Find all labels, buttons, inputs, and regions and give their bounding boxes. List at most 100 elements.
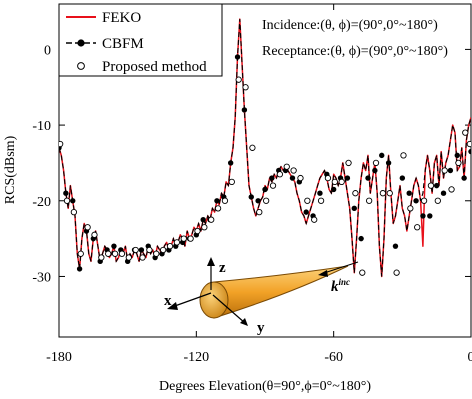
y-tick-label: -10: [32, 119, 51, 134]
proposed-point: [352, 190, 359, 197]
cbfm-point: [372, 167, 378, 174]
proposed-point: [235, 76, 242, 83]
annotation-receptance: Receptance:(θ, ϕ)=(90°,0°~180°): [262, 44, 448, 59]
proposed-point: [283, 163, 290, 170]
y-axis-title: RCS(dBsm): [3, 135, 18, 204]
proposed-point: [448, 186, 455, 193]
y-tick-label: 0: [44, 43, 51, 58]
cbfm-point: [289, 175, 296, 181]
proposed-point: [462, 129, 469, 136]
cone-inset: z x y kinc: [164, 257, 359, 336]
proposed-point: [345, 159, 352, 167]
cbfm-point: [138, 247, 145, 253]
proposed-point: [173, 239, 181, 246]
proposed-point: [98, 254, 105, 261]
x-tick-label: 0: [468, 350, 472, 365]
cbfm-point: [392, 243, 399, 249]
cbfm-point: [399, 175, 406, 181]
proposed-point: [256, 208, 263, 216]
x-axis-title: Degrees Elevation(θ=90°,ϕ=0°~180°): [159, 379, 371, 394]
cbfm-point: [351, 205, 357, 212]
cbfm-point: [227, 160, 234, 166]
cbfm-point: [262, 186, 268, 193]
cbfm-point: [200, 216, 206, 223]
cbfm-point: [234, 54, 241, 60]
cbfm-point: [427, 213, 433, 219]
proposed-point: [297, 174, 304, 182]
proposed-point: [125, 254, 132, 261]
proposed-point: [153, 250, 160, 257]
proposed-point: [414, 224, 421, 231]
proposed-point: [466, 140, 471, 148]
proposed-point: [221, 197, 229, 204]
axis-ticks: -180 -120 -60 0 0 -10 -20 -30: [32, 4, 472, 365]
x-tick-label: -180: [46, 350, 72, 365]
x-tick-label: -60: [324, 350, 343, 365]
annotation-incidence: Incidence:(θ, ϕ)=(90°,0°~180°): [262, 18, 438, 33]
proposed-point: [118, 250, 126, 257]
legend: FEKO CBFM Proposed method: [58, 3, 223, 77]
cbfm-point: [214, 198, 220, 204]
series-layer: [59, 18, 471, 278]
proposed-point: [228, 178, 235, 186]
proposed-point: [70, 208, 78, 216]
legend-marker-cbfm: [77, 39, 85, 47]
y-axis-label: y: [257, 320, 265, 336]
cbfm-point: [461, 175, 467, 181]
legend-marker-proposed: [77, 62, 85, 70]
cbfm-point: [269, 175, 275, 181]
proposed-point: [111, 250, 119, 257]
proposed-point: [359, 269, 366, 276]
proposed-point: [77, 250, 84, 257]
proposed-point: [59, 140, 64, 148]
proposed-point: [427, 182, 435, 189]
cone-body: [213, 265, 349, 319]
cbfm-point: [303, 209, 309, 215]
proposed-point: [166, 243, 174, 250]
proposed-point: [242, 84, 249, 91]
proposed-point: [214, 205, 222, 212]
proposed-point: [201, 224, 208, 231]
k-inc-arrowhead: [318, 270, 328, 277]
proposed-point: [146, 246, 153, 254]
proposed-point: [365, 197, 373, 204]
cbfm-point: [454, 152, 460, 159]
proposed-point: [324, 174, 332, 182]
z-axis-arrowhead: [207, 257, 215, 266]
proposed-point: [441, 167, 448, 174]
cbfm-point: [385, 160, 392, 166]
proposed-point: [434, 197, 441, 204]
cbfm-point: [76, 266, 83, 272]
proposed-point: [386, 190, 393, 197]
z-axis-label: z: [219, 260, 226, 276]
proposed-point: [290, 167, 297, 174]
plot-frame: [58, 3, 472, 338]
legend-label-proposed: Proposed method: [102, 59, 207, 75]
proposed-point: [139, 254, 146, 261]
cbfm-point: [433, 182, 440, 189]
cbfm-point: [248, 194, 254, 200]
cbfm-point: [379, 152, 385, 159]
y-tick-label: -20: [32, 195, 51, 210]
proposed-point: [84, 224, 91, 231]
proposed-point: [91, 231, 98, 238]
cbfm-point: [468, 148, 471, 155]
cbfm-point: [447, 167, 454, 174]
cbfm-point: [420, 213, 426, 219]
proposed-point: [338, 178, 345, 186]
proposed-point: [304, 197, 311, 204]
cbfm-point: [255, 198, 261, 204]
proposed-point: [393, 269, 400, 276]
proposed-point: [132, 246, 139, 254]
cbfm-point: [365, 175, 371, 181]
proposed-point: [269, 182, 277, 189]
proposed-point: [208, 216, 215, 223]
cbfm-point: [406, 190, 412, 196]
cbfm-point: [440, 190, 447, 196]
proposed-point: [187, 235, 194, 242]
cbfm-point: [63, 190, 69, 196]
cbfm-point: [70, 198, 76, 204]
k-inc-symbol: k: [331, 279, 339, 295]
y-axis-arrowhead: [240, 318, 248, 326]
